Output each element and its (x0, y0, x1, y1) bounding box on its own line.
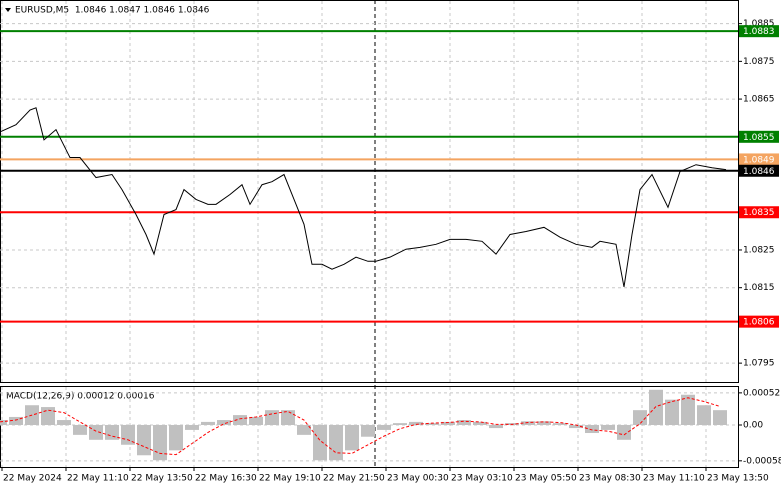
level-label: 1.0855 (743, 133, 775, 143)
macd-bar (153, 424, 167, 461)
macd-bar (457, 420, 471, 425)
macd-bar (105, 424, 119, 440)
x-tick-label: 22 May 16:30 (195, 474, 257, 484)
macd-bar (73, 424, 87, 435)
x-tick-label: 22 May 21:50 (323, 474, 385, 484)
signal-line (0, 397, 721, 456)
y-tick-label: 0.00052 (743, 388, 780, 398)
x-tick-label: 22 May 13:50 (131, 474, 193, 484)
menu-arrow (5, 8, 11, 12)
macd-bar (665, 399, 679, 425)
price-line (0, 107, 727, 288)
macd-bar (441, 421, 455, 425)
y-tick-label: 1.0875 (743, 57, 775, 67)
x-tick-label: 23 May 11:10 (643, 474, 705, 484)
x-tick-label: 23 May 13:50 (707, 474, 769, 484)
macd-bar (233, 415, 247, 425)
macd-bar (681, 394, 695, 425)
macd-bar (425, 423, 439, 425)
macd-bar (553, 423, 567, 425)
macd-bar (201, 421, 215, 425)
macd-bar (9, 416, 23, 425)
level-label: 1.0846 (743, 167, 775, 177)
level-label: 1.0849 (743, 155, 775, 165)
x-tick-label: 22 May 11:10 (67, 474, 129, 484)
macd-title: MACD(12,26,9) 0.00012 0.00016 (6, 392, 155, 402)
macd-bar (713, 410, 727, 425)
y-tick-label: -0.00058 (743, 456, 781, 466)
macd-frame (0, 386, 739, 468)
level-label: 1.0806 (743, 318, 775, 328)
macd-bar (537, 421, 551, 425)
x-tick-label: 23 May 05:50 (515, 474, 577, 484)
level-label-box (739, 164, 779, 177)
macd-bar (633, 410, 647, 425)
x-tick-label: 22 May 2024 (3, 474, 62, 484)
level-label-box (739, 315, 779, 328)
macd-bar (393, 423, 407, 425)
price-frame (0, 0, 739, 383)
x-tick-label: 23 May 03:10 (451, 474, 513, 484)
macd-bar (57, 420, 71, 425)
macd-bar (569, 424, 583, 429)
y-tick-label: 1.0795 (743, 359, 775, 369)
macd-bar (297, 424, 311, 435)
macd-bar (521, 421, 535, 425)
macd-bar (329, 424, 343, 461)
macd-bar (281, 410, 295, 425)
macd-bar (249, 416, 263, 425)
level-label: 1.0883 (743, 27, 775, 37)
chart-title: EURUSD,M5 1.0846 1.0847 1.0846 1.0846 (15, 6, 210, 16)
macd-bar (489, 424, 503, 429)
macd-bar (345, 424, 359, 451)
macd-bar (89, 424, 103, 440)
y-tick-label: 1.0865 (743, 95, 775, 105)
macd-bar (41, 407, 55, 425)
x-tick-label: 23 May 08:30 (579, 474, 641, 484)
y-tick-label: 1.0885 (743, 19, 775, 29)
macd-bar (377, 424, 391, 430)
macd-bar (185, 424, 199, 430)
y-tick-label: 1.0825 (743, 245, 775, 255)
level-label-box (739, 153, 779, 166)
level-label-box (739, 130, 779, 143)
macd-bar (313, 424, 327, 461)
macd-bar (617, 424, 631, 440)
macd-bar (697, 405, 711, 425)
x-tick-label: 22 May 19:10 (259, 474, 321, 484)
y-tick-label: 1.0815 (743, 283, 775, 293)
macd-bar (473, 421, 487, 425)
macd-bar (601, 424, 615, 430)
macd-bar (217, 420, 231, 425)
y-tick-label: 0.00 (743, 420, 763, 430)
macd-bar (121, 424, 135, 445)
macd-bar (585, 424, 599, 434)
macd-bar (409, 421, 423, 425)
macd-bar (169, 424, 183, 451)
x-tick-label: 23 May 00:30 (387, 474, 449, 484)
macd-bar (265, 410, 279, 425)
macd-bar (361, 424, 375, 437)
level-label: 1.0835 (743, 208, 775, 218)
macd-bar (0, 420, 7, 425)
level-label-box (739, 25, 779, 38)
macd-bar (137, 424, 151, 456)
macd-bar (649, 389, 663, 425)
level-label-box (739, 206, 779, 219)
